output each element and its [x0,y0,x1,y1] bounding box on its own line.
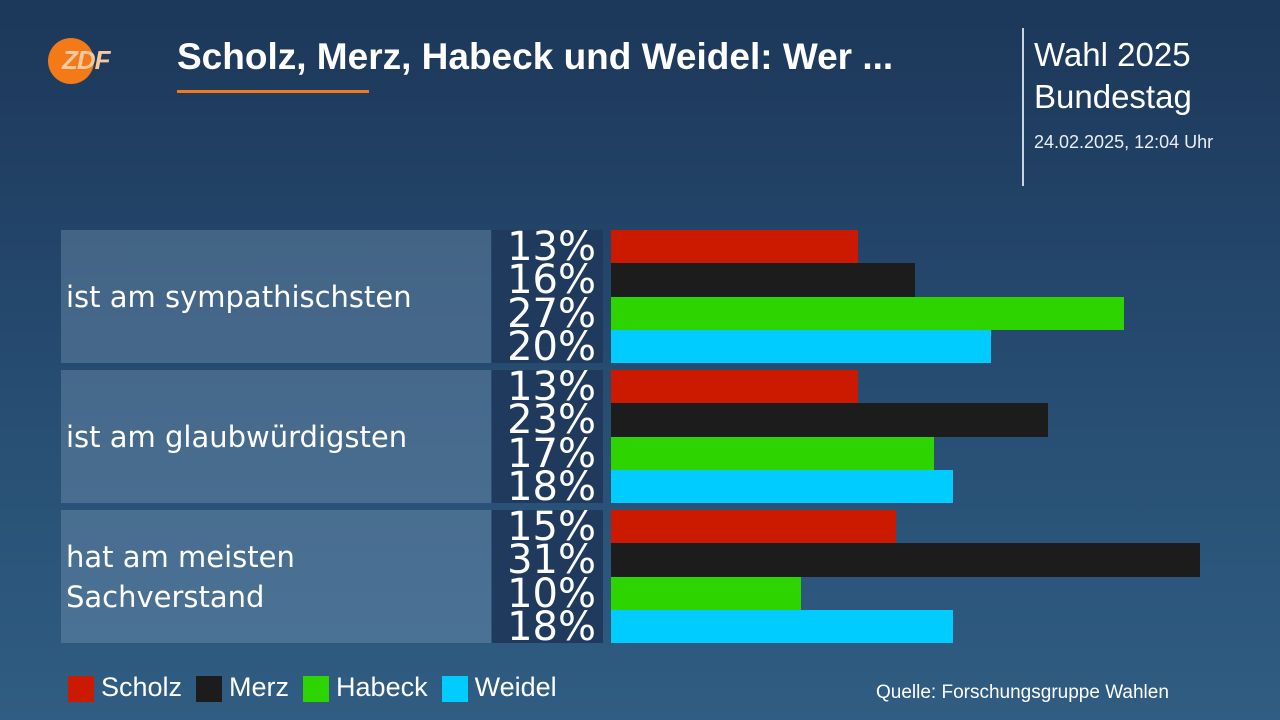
bar [611,329,991,363]
legend-label: Weidel [474,672,557,702]
category-label: ist am glaubwürdigsten [66,419,408,454]
bar [611,576,801,610]
category-box [61,510,491,643]
bar [611,370,858,404]
timestamp: 24.02.2025, 12:04 Uhr [1034,132,1214,152]
value-label: 23% [507,397,596,444]
bar [611,543,1200,577]
bar [611,510,896,544]
bar [611,609,953,643]
value-column [492,370,603,503]
logo-circle [48,38,94,84]
value-label: 17% [507,430,596,477]
value-label: 13% [507,364,596,410]
legend-swatch [196,676,223,702]
legend-label: Merz [229,672,290,702]
value-label: 15% [507,504,596,550]
value-label: 20% [507,323,596,370]
category-label: hat am meisten Sachverstand [66,539,295,614]
title-underline [177,90,369,93]
value-label: 13% [507,224,596,270]
category-label: ist am sympathischsten [66,279,412,314]
value-label: 18% [507,463,596,510]
value-column [492,230,603,363]
legend-swatch [303,676,330,702]
value-label: 27% [507,290,596,337]
bar [611,469,953,503]
parliament: Bundestag [1034,78,1192,115]
category-box [61,370,491,503]
value-column [492,510,603,643]
legend-swatch [441,676,468,702]
bar [611,436,934,470]
bar [611,230,858,264]
election: Wahl 2025 [1034,36,1191,73]
source: Quelle: Forschungsgruppe Wahlen [876,682,1169,703]
legend-label: Scholz [101,672,183,702]
title: Scholz, Merz, Habeck und Weidel: Wer ... [177,36,894,77]
bar [611,296,1124,330]
legend-label: Habeck [336,672,428,702]
logo: ZDF [62,45,111,75]
legend-swatch [68,676,94,702]
separator [1022,28,1024,186]
category-box [61,230,491,363]
value-label: 10% [507,570,596,617]
value-label: 16% [507,257,596,304]
bar [611,263,915,297]
bar [611,403,1048,437]
value-label: 31% [507,537,596,584]
value-label: 18% [507,603,596,650]
